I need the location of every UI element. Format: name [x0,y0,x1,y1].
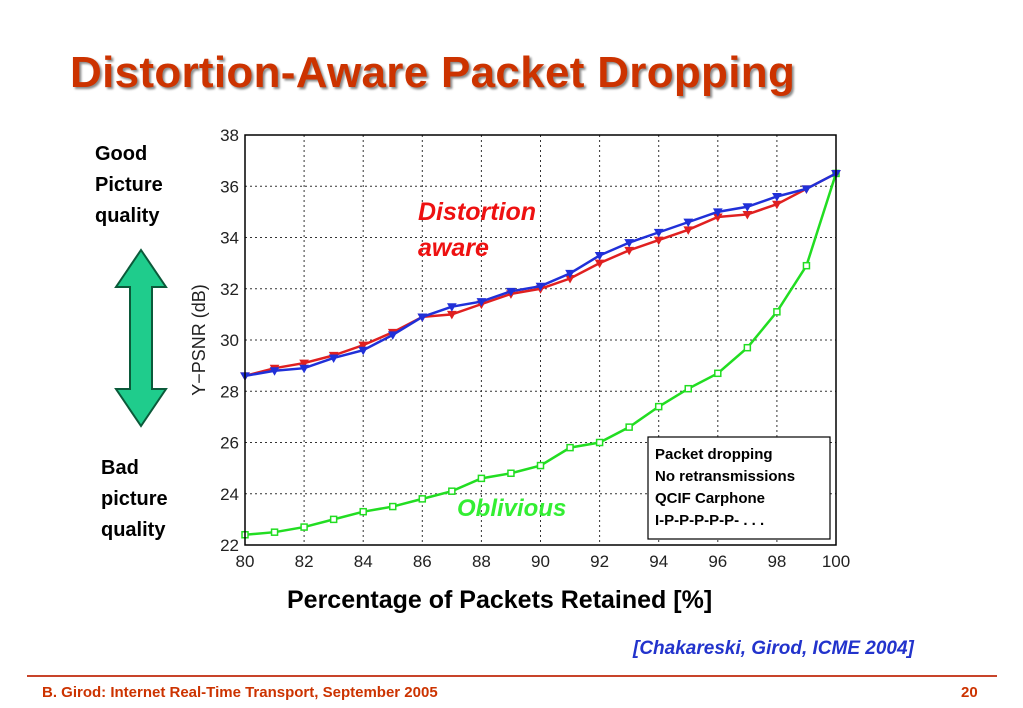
data-point [654,402,663,411]
data-point [359,507,367,516]
data-point [772,193,782,202]
data-point [625,423,633,431]
data-point [299,364,309,374]
footer-divider [27,675,997,677]
tick-labels: 80 82 84 86 88 90 92 94 96 98 100 22 24 26 28 30 32 34 36 3… [220,126,850,571]
data-point [389,502,397,511]
citation: [Chakareski, Girod, ICME 2004] [633,638,914,659]
data-point [477,474,486,483]
slide-title: Distortion-Aware Packet Dropping [70,48,796,97]
x-tick-label: 90 [531,552,550,571]
data-point [358,346,369,356]
data-point [299,359,309,369]
data-point [773,308,781,316]
data-point [417,313,428,322]
x-tick-label: 82 [295,552,314,571]
data-point [743,343,752,352]
data-point [300,523,308,531]
y-tick-label: 24 [220,485,239,504]
distortion-aware-line-2: aware [418,234,489,262]
y-tick-label: 36 [220,177,239,196]
data-point [712,208,723,217]
data-point [506,287,516,297]
info-line-3: QCIF Carphone [655,490,765,507]
data-point [595,438,604,447]
data-point [448,487,456,495]
x-tick-label: 100 [822,552,850,571]
footer-text: B. Girod: Internet Real-Time Transport, … [42,684,438,701]
y-tick-label: 28 [220,382,239,401]
page-number: 20 [961,684,978,701]
y-tick-label: 30 [220,331,239,350]
data-point [684,384,692,393]
x-tick-label: 98 [767,552,786,571]
double-arrow-icon [114,248,168,428]
x-tick-label: 84 [354,552,373,571]
data-point [358,341,369,351]
data-point [476,298,487,307]
x-tick-label: 92 [590,552,609,571]
x-axis-label: Percentage of Packets Retained [%] [287,586,713,614]
info-line-2: No retransmissions [655,468,795,485]
data-point [714,369,722,378]
x-tick-label: 96 [708,552,727,571]
data-point [328,354,339,363]
data-point [269,367,280,376]
data-point [742,203,753,212]
distortion-aware-annotation: Distortion aware [418,198,543,262]
x-tick-label: 88 [472,552,491,571]
data-point [802,261,811,270]
data-point [566,443,574,452]
data-point [536,461,545,470]
info-box: Packet dropping No retransmissions QCIF … [647,436,831,540]
bad-quality-label: Bad picture quality [101,457,168,541]
y-tick-label: 34 [220,229,239,248]
data-point [270,528,279,536]
x-tick-label: 80 [236,552,255,571]
y-tick-label: 32 [220,280,239,299]
data-point [418,495,427,503]
y-tick-label: 26 [220,434,239,453]
x-tick-label: 86 [413,552,432,571]
data-point [565,269,575,279]
data-point [683,218,694,228]
y-axis-label: Y−PSNR (dB) [189,284,209,396]
info-line-4: I-P-P-P-P-P- . . . [655,512,764,529]
data-point [594,251,605,261]
good-quality-label: Good Picture quality [95,143,163,227]
plot-frame [244,134,837,546]
data-point [653,228,664,238]
info-line-1: Packet dropping [655,446,773,463]
data-point [329,515,338,524]
x-tick-label: 94 [649,552,668,571]
data-point [446,303,457,312]
plot-area: 80 82 84 86 88 90 92 94 96 98 100 22 24 26 28 30 32 34 36 3… [220,126,850,571]
oblivious-annotation: Oblivious [457,495,566,522]
y-tick-label: 22 [220,536,239,555]
data-point [801,185,812,194]
y-tick-label: 38 [220,126,239,145]
data-point [624,239,635,248]
data-point [535,282,546,292]
data-point [507,469,515,477]
data-point [387,331,398,340]
distortion-aware-line-1: Distortion [418,198,536,226]
